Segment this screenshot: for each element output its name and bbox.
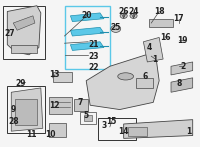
- Text: 21: 21: [89, 40, 99, 49]
- Text: 28: 28: [8, 117, 19, 126]
- Bar: [128, 127, 147, 136]
- Circle shape: [111, 25, 121, 32]
- Text: 22: 22: [89, 63, 99, 72]
- Bar: [3, 6, 45, 59]
- Text: 11: 11: [26, 130, 36, 139]
- Polygon shape: [171, 78, 193, 92]
- Text: 3: 3: [101, 121, 107, 130]
- Text: 15: 15: [107, 117, 117, 126]
- Bar: [84, 115, 92, 121]
- Ellipse shape: [118, 73, 134, 80]
- Bar: [11, 45, 37, 53]
- Text: 7: 7: [78, 98, 83, 107]
- Text: 13: 13: [49, 70, 60, 79]
- Text: 6: 6: [143, 72, 148, 81]
- Text: 19: 19: [178, 36, 188, 45]
- Text: 10: 10: [45, 130, 56, 139]
- Bar: [64, 6, 110, 69]
- Text: 25: 25: [111, 23, 121, 32]
- Bar: [15, 100, 37, 125]
- Bar: [7, 86, 45, 133]
- Text: 23: 23: [89, 52, 99, 61]
- Polygon shape: [143, 37, 163, 62]
- Text: 9: 9: [11, 105, 16, 114]
- Bar: [98, 118, 136, 140]
- Polygon shape: [11, 88, 43, 131]
- Text: 16: 16: [160, 33, 170, 42]
- Text: 24: 24: [128, 7, 139, 16]
- Text: 8: 8: [176, 79, 182, 88]
- Text: 1: 1: [186, 127, 191, 136]
- Text: 1: 1: [153, 55, 158, 64]
- Polygon shape: [70, 13, 104, 22]
- Text: 18: 18: [154, 7, 164, 16]
- Bar: [149, 19, 173, 27]
- Bar: [74, 100, 88, 111]
- Text: 4: 4: [147, 43, 152, 52]
- Text: 2: 2: [180, 62, 185, 71]
- Text: 29: 29: [16, 79, 26, 88]
- Polygon shape: [7, 6, 41, 55]
- Text: 27: 27: [4, 29, 15, 38]
- Polygon shape: [13, 16, 35, 30]
- Bar: [136, 78, 153, 88]
- Polygon shape: [70, 27, 104, 36]
- Text: 20: 20: [81, 11, 91, 20]
- Bar: [80, 112, 96, 124]
- Polygon shape: [124, 120, 193, 138]
- Polygon shape: [70, 42, 104, 50]
- Bar: [49, 97, 72, 114]
- Text: 14: 14: [118, 127, 129, 136]
- Text: 5: 5: [84, 111, 89, 120]
- Bar: [53, 72, 72, 82]
- Text: 12: 12: [49, 101, 60, 110]
- Circle shape: [120, 13, 127, 18]
- Polygon shape: [171, 62, 193, 75]
- Circle shape: [130, 13, 137, 18]
- Polygon shape: [86, 52, 159, 110]
- Text: 26: 26: [118, 7, 129, 16]
- Text: 17: 17: [174, 14, 184, 23]
- Bar: [49, 123, 66, 137]
